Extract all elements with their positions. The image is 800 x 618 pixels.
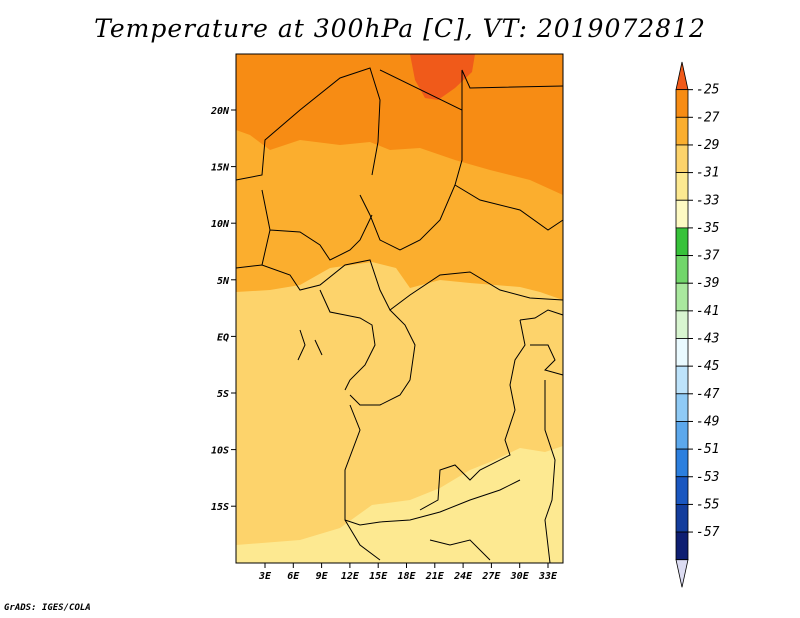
colorbar-swatch <box>675 531 689 561</box>
lon-tick-label: 21E <box>425 571 445 582</box>
colorbar-label: -27 <box>696 110 720 125</box>
colorbar-swatch <box>675 172 689 201</box>
boundary-egypt <box>461 69 564 110</box>
country-boundaries <box>235 67 564 564</box>
lat-tick-label: 10N <box>211 219 230 230</box>
footer-credit: GrADS: IGES/COLA <box>4 603 91 613</box>
colorbar-label: -31 <box>696 166 719 181</box>
colorbar-label: -51 <box>696 442 719 457</box>
colorbar-swatch <box>675 227 689 256</box>
lat-tick-label: 15S <box>211 502 229 513</box>
colorbar-arrow-bottom <box>675 559 689 588</box>
colorbar-swatch <box>675 89 689 118</box>
field-level-35-33-core <box>372 495 555 563</box>
boundary-central-north <box>235 259 564 311</box>
boundary-drc-east <box>419 319 526 511</box>
colorbar-label: -55 <box>696 497 720 512</box>
latitude-axis: 20N 15N 10N 5N EQ 5S 10S 15S <box>210 106 236 513</box>
temperature-field <box>236 54 563 563</box>
colorbar-label: -39 <box>696 276 719 291</box>
page-title: Temperature at 300hPa [C], VT: 201907281… <box>94 14 706 43</box>
colorbar-swatch <box>675 255 689 284</box>
colorbar-labels: -25 -27 -29 -31 -33 -35 -37 -39 -41 -43 -45 -47 -49 -… <box>688 83 720 540</box>
colorbar-label: -41 <box>696 304 719 319</box>
colorbar-swatch <box>675 199 689 229</box>
colorbar-label: -25 <box>696 83 720 98</box>
longitude-axis: 3E 6E 9E 12E 15E 18E 21E 24E 27E 30E 33E <box>258 563 558 582</box>
lat-tick-label: 5N <box>217 276 230 287</box>
lat-tick-label: 15N <box>211 163 230 174</box>
colorbar-label: -37 <box>696 249 720 264</box>
field-level-29-27 <box>236 54 563 195</box>
colorbar-swatch <box>675 476 689 505</box>
colorbar-label: -47 <box>696 387 720 402</box>
boundary-chad <box>359 69 463 251</box>
colorbar-label: -43 <box>696 332 719 347</box>
colorbar-arrow-top <box>675 61 689 91</box>
lon-tick-label: 9E <box>316 571 329 582</box>
lon-tick-label: 15E <box>369 571 388 582</box>
boundary-northwest <box>235 67 381 181</box>
lon-tick-label: 24E <box>453 571 473 582</box>
colorbar-label: -45 <box>696 359 720 374</box>
colorbar-swatch <box>675 310 689 339</box>
lon-tick-label: 30E <box>510 571 530 582</box>
boundary-westafrica <box>261 189 373 266</box>
field-level-27-25 <box>410 54 475 100</box>
boundary-angola-zambia <box>344 404 521 526</box>
coastline-gulf <box>297 329 323 361</box>
boundary-south <box>344 519 491 561</box>
lon-tick-label: 6E <box>287 571 300 582</box>
colorbar-swatch <box>675 144 689 173</box>
colorbar-label: -57 <box>696 525 720 540</box>
lon-tick-label: 3E <box>258 571 272 582</box>
boundary-congo <box>319 289 376 391</box>
colorbar-swatch <box>675 365 689 395</box>
lat-tick-label: 5S <box>217 389 229 400</box>
lat-tick-label: 20N <box>210 106 230 117</box>
lat-tick-label: 10S <box>211 446 229 457</box>
colorbar-label: -49 <box>696 414 719 429</box>
colorbar-label: -33 <box>696 193 719 208</box>
lon-tick-label: 33E <box>538 571 558 582</box>
colorbar-swatch <box>675 393 689 422</box>
colorbar-label: -35 <box>696 221 720 236</box>
colorbar-swatch <box>675 503 689 533</box>
boundary-drc-west <box>349 309 416 406</box>
boundary-sudan <box>454 184 564 231</box>
colorbar-label: -29 <box>696 138 719 153</box>
lon-tick-label: 27E <box>481 571 501 582</box>
map-frame <box>235 53 564 564</box>
colorbar-swatch <box>675 448 689 478</box>
boundary-mozambique <box>544 380 556 564</box>
boundary-eastafrica <box>519 309 564 376</box>
lon-tick-label: 12E <box>341 571 360 582</box>
colorbar-swatch <box>675 116 689 146</box>
colorbar-swatch <box>675 282 689 312</box>
lon-tick-label: 18E <box>397 571 416 582</box>
colorbar-swatch <box>675 338 689 367</box>
colorbar-swatch <box>675 421 689 450</box>
lat-tick-label: EQ <box>217 332 229 343</box>
colorbar-swatches <box>675 61 689 588</box>
colorbar-label: -53 <box>696 470 719 485</box>
